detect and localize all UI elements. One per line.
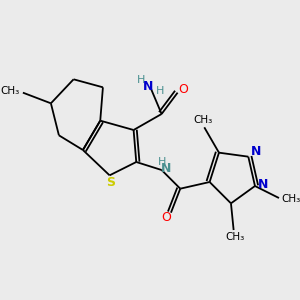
Text: CH₃: CH₃ (193, 115, 213, 125)
Text: H: H (158, 157, 166, 167)
Text: N: N (160, 162, 171, 175)
Text: CH₃: CH₃ (225, 232, 244, 242)
Text: O: O (161, 211, 171, 224)
Text: O: O (178, 83, 188, 97)
Text: N: N (258, 178, 268, 191)
Text: H: H (156, 86, 164, 96)
Text: S: S (106, 176, 116, 189)
Text: N: N (143, 80, 154, 93)
Text: N: N (250, 146, 261, 158)
Text: CH₃: CH₃ (281, 194, 300, 204)
Text: H: H (136, 75, 145, 85)
Text: CH₃: CH₃ (0, 86, 19, 96)
